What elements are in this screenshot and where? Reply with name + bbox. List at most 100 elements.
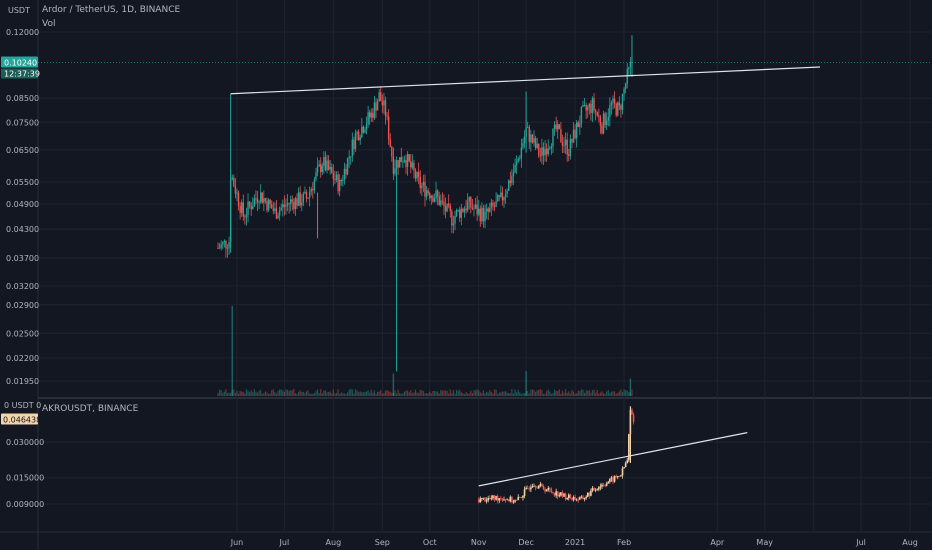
candle-body [236,192,238,194]
y-tick-label: 0.02500 [6,329,39,338]
x-tick-label: Aug [902,538,918,547]
candle-body [519,158,521,160]
volume-bar [267,393,270,396]
volume-bar [552,392,554,396]
candle-body [448,203,450,206]
volume-bar [255,391,257,396]
candle-body [558,124,560,130]
candle-body [411,162,414,168]
candle-body [369,112,371,118]
volume-bar [462,393,464,396]
candle-body [316,166,319,173]
candle-body [345,168,347,175]
akro-candle-body [575,499,578,501]
candle-body [628,67,630,69]
akro-candle-body [542,485,545,490]
volume-bar [261,393,263,396]
candle-body [217,247,219,249]
candle-body [380,92,382,102]
candle-body [455,210,458,216]
akro-candle-body [574,497,576,500]
akro-candle-body [509,496,512,502]
candle-body [615,103,617,116]
volume-bar [432,391,434,396]
volume-bar [617,392,619,396]
x-tick-label: Jun [230,538,244,547]
volume-bar [421,390,423,396]
volume-bar [601,391,603,396]
candle-body [440,200,442,206]
volume-bar [301,392,303,396]
candle-body [356,131,358,134]
candle-body [261,192,263,203]
akro-candle-body [544,489,546,492]
volume-bar [547,389,549,396]
volume-bar [342,392,344,396]
candle-body [394,168,396,174]
volume-bar [256,392,259,396]
volume-bar [541,390,543,396]
candle-body [624,83,627,89]
volume-bar [609,392,611,396]
candle-body [515,162,518,166]
akro-candle-body [582,496,584,500]
candle-body [459,209,461,218]
candle-body [372,112,374,118]
volume-bar [623,389,625,396]
candle-body [353,139,355,150]
akro-candle-body [613,476,616,482]
akro-candle-body [591,487,594,491]
candle-body [545,148,548,155]
candle-body [452,223,455,226]
candle-body [244,216,246,218]
akro-candle-body [586,492,589,497]
candle-body [482,207,485,222]
volume-bar [612,391,614,396]
candle-body [241,202,243,213]
volume-bar [321,393,323,396]
candle-body [621,93,624,110]
volume-bar [399,393,401,396]
volume-bar [397,389,399,396]
candle-body [329,167,331,170]
akro-candle-body [556,491,559,497]
akro-candle-body [481,498,483,499]
akro-candle-body [522,495,524,498]
volume-bar [337,389,339,396]
volume-bar [444,390,447,396]
akro-candle-body [602,484,605,486]
akro-candle-body [519,497,521,498]
current-price-label: 0.10240 [4,58,37,67]
candle-body [413,162,415,171]
candle-body [517,158,519,163]
akro-candle-body [500,498,502,499]
candle-body [533,138,535,143]
candle-body [402,161,404,163]
candle-body [321,165,323,173]
candle-body [536,143,538,148]
candle-body [484,211,486,222]
candle-body [346,158,349,175]
volume-bar [527,390,529,396]
volume-bar [451,393,453,396]
candle-body [508,180,510,191]
akro-candle-body [512,501,515,503]
akro-candle-body [531,486,534,488]
volume-bar [304,393,306,396]
volume-bar [604,393,606,396]
candle-body [444,206,447,212]
volume-bar [474,390,477,396]
volume-bar [629,378,632,396]
volume-bar [429,391,431,396]
volume-bar [625,390,627,396]
akro-candle-body [610,477,613,479]
candle-body [569,138,572,156]
volume-bar [516,392,518,396]
volume-bar [539,389,541,396]
volume-bar [271,390,273,396]
volume-bar [364,391,366,396]
y-tick-label: 0.08500 [6,94,39,103]
candle-body [593,98,595,111]
y-tick-label: 0.02900 [6,301,39,310]
volume-bar [588,390,590,396]
